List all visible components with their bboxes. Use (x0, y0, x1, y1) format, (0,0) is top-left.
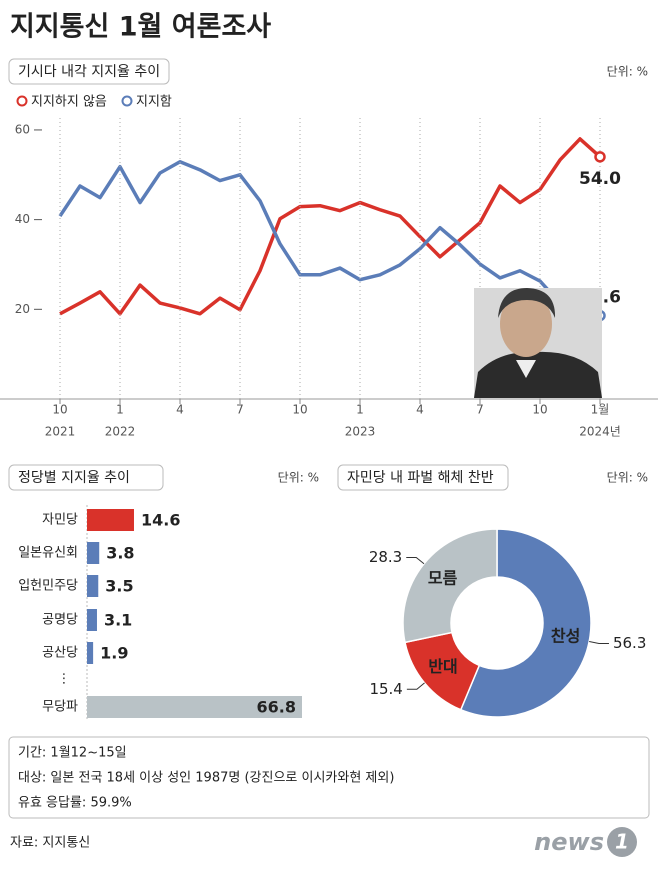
logo-word: news (534, 828, 604, 856)
pie-slice (459, 528, 592, 718)
x-tick-label: 10 (292, 403, 307, 417)
x-tick-label: 1 (356, 403, 364, 417)
value-label: 15.4 (369, 680, 402, 698)
y-tick-label: 40 (15, 212, 30, 226)
pie-slice (402, 528, 498, 644)
note: 유효 응답률: 59.9% (18, 796, 132, 811)
y-tick-label: 60 (15, 122, 30, 136)
value-label: 14.6 (141, 511, 180, 530)
source: 자료: 지지통신 (10, 836, 90, 851)
unit-label: 단위: % (607, 471, 648, 485)
series-line (58, 160, 601, 323)
category-label: 공명당 (42, 613, 78, 628)
x-year-label: 2021 (45, 425, 76, 439)
legend-marker (16, 95, 28, 107)
leader-line (406, 556, 425, 565)
value-label: 56.3 (613, 634, 646, 652)
category-label: 공산당 (42, 646, 78, 661)
series-line (59, 137, 602, 316)
x-year-label: 2023 (345, 425, 376, 439)
value-label: 54.0 (579, 169, 621, 189)
category-label: 자민당 (42, 513, 78, 528)
notes-box (8, 736, 650, 819)
section-title: 기시다 내각 지지율 추이 (18, 64, 160, 80)
legend-label: 지지함 (136, 95, 172, 110)
leader-line (589, 640, 609, 644)
section-title: 정당별 지지율 추이 (18, 470, 130, 486)
category-label: 일본유신회 (18, 546, 78, 561)
bar (87, 642, 94, 664)
x-tick-label: 4 (416, 403, 424, 417)
category-label: 입헌민주당 (18, 579, 78, 594)
x-year-label: 2022 (105, 425, 136, 439)
unit-label: 단위: % (607, 65, 648, 79)
slice-label: 찬성 (551, 626, 580, 645)
slice-label: 반대 (428, 657, 457, 676)
x-tick-label: 10 (532, 403, 547, 417)
category-label: 무당파 (42, 700, 78, 715)
legend-label: 지지하지 않음 (31, 95, 107, 110)
logo-badge (607, 827, 637, 857)
x-tick-label: 10 (52, 403, 67, 417)
value-label: 66.8 (257, 698, 296, 717)
x-tick-label: 1 (116, 403, 124, 417)
legend-marker (121, 95, 133, 107)
value-label: 1.9 (100, 644, 128, 663)
value-label: 28.3 (369, 548, 402, 566)
section-title: 자민당 내 파벌 해체 찬반 (347, 470, 494, 486)
slice-label: 모름 (428, 568, 458, 587)
note: 대상: 일본 전국 18세 이상 성인 1987명 (강진으로 이시카와현 제외… (18, 771, 394, 786)
photo (474, 288, 602, 398)
bar (87, 575, 99, 597)
section-tab (8, 58, 170, 85)
omitted-marker: ⋮ (58, 672, 71, 687)
y-tick-label: 20 (15, 302, 30, 316)
value-label: 3.8 (106, 544, 134, 563)
bar (87, 509, 134, 531)
section-tab (337, 464, 509, 491)
end-marker (594, 151, 606, 163)
bar (87, 542, 100, 564)
x-tick-label: 7 (476, 403, 484, 417)
bar (87, 609, 97, 631)
x-tick-label: 1월 (591, 403, 610, 417)
bar (87, 696, 302, 718)
value-label: 3.5 (105, 577, 133, 596)
page-title: 지지통신 1월 여론조사 (10, 12, 271, 43)
leader-line (406, 682, 425, 690)
unit-label: 단위: % (278, 471, 319, 485)
x-tick-label: 7 (236, 403, 244, 417)
section-tab (8, 464, 164, 491)
note: 기간: 1월12~15일 (18, 746, 127, 761)
x-tick-label: 4 (176, 403, 184, 417)
logo-digit: 1 (615, 830, 629, 854)
x-year-label: 2024년 (579, 425, 621, 439)
value-label: 3.1 (104, 611, 132, 630)
